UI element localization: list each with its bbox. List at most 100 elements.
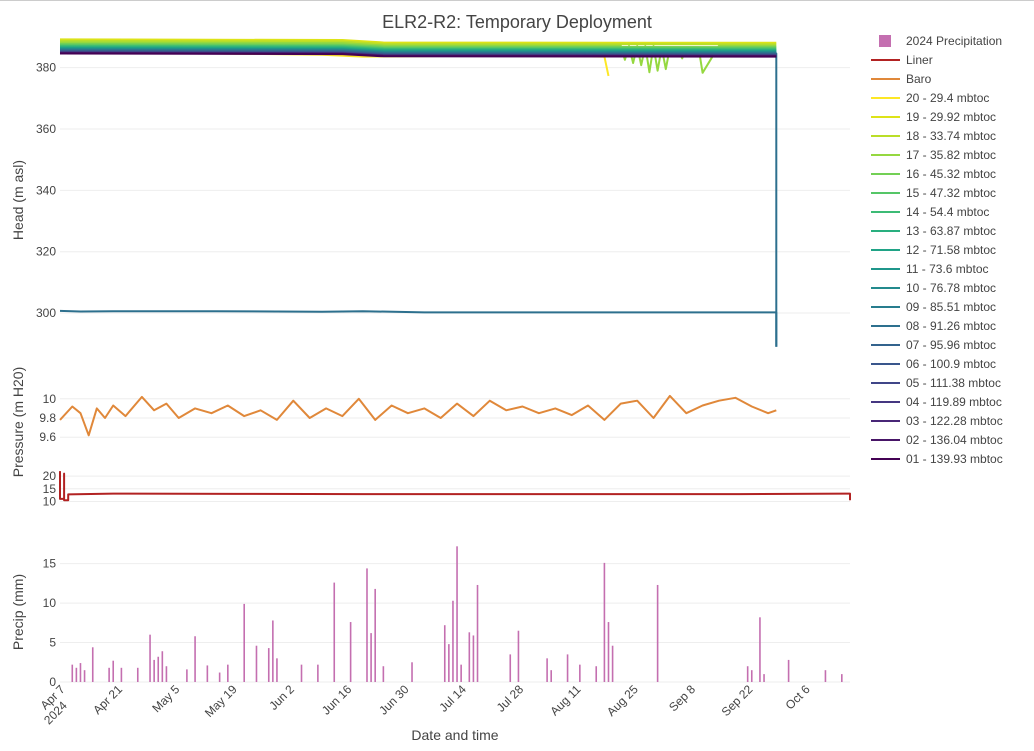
precip-bar: [153, 659, 155, 682]
legend-item-07-95-96-mbtoc[interactable]: 07 - 95.96 mbtoc: [871, 338, 996, 352]
precip-bar: [476, 584, 479, 682]
x-tick-label: Sep 8: [666, 682, 698, 714]
precip-y-tick-label: 15: [43, 557, 57, 571]
legend-item-13-63-87-mbtoc[interactable]: 13 - 63.87 mbtoc: [871, 224, 996, 238]
precip-bar: [550, 670, 552, 682]
precip-bar: [112, 660, 115, 682]
precip-bar: [136, 667, 139, 682]
legend-item-16-45-32-mbtoc[interactable]: 16 - 45.32 mbtoc: [871, 167, 996, 181]
legend-item-06-100-9-mbtoc[interactable]: 06 - 100.9 mbtoc: [871, 357, 996, 371]
svg-text:Aug 11: Aug 11: [547, 682, 583, 718]
legend-item-baro[interactable]: Baro: [871, 72, 932, 86]
precip-y-tick-label: 5: [49, 636, 56, 650]
legend[interactable]: 2024 Precipitation Liner Baro 20 - 29.4 mbt…: [871, 34, 1003, 466]
legend-item-17-35-82-mbtoc[interactable]: 17 - 35.82 mbtoc: [871, 148, 996, 162]
svg-text:May 19: May 19: [202, 682, 240, 720]
precip-bar: [161, 651, 164, 682]
precip-bar: [611, 645, 614, 682]
precip-bar: [206, 665, 209, 682]
precip-bar: [75, 667, 78, 682]
legend-item-09-85-51-mbtoc[interactable]: 09 - 85.51 mbtoc: [871, 300, 996, 314]
svg-text:Jul 28: Jul 28: [494, 682, 527, 715]
svg-text:18 - 33.74 mbtoc: 18 - 33.74 mbtoc: [906, 129, 996, 143]
legend-item-03-122-28-mbtoc[interactable]: 03 - 122.28 mbtoc: [871, 414, 1003, 428]
precip-bar: [300, 664, 303, 682]
svg-text:16 - 45.32 mbtoc: 16 - 45.32 mbtoc: [906, 167, 996, 181]
x-axis-title: Date and time: [411, 727, 498, 743]
precip-bar: [509, 654, 512, 682]
legend-item-02-136-04-mbtoc[interactable]: 02 - 136.04 mbtoc: [871, 433, 1003, 447]
precip-bar: [452, 600, 454, 682]
legend-item-2024-precipitation[interactable]: 2024 Precipitation: [879, 34, 1002, 48]
svg-text:Sep 8: Sep 8: [666, 682, 698, 714]
svg-text:05 - 111.38 mbtoc: 05 - 111.38 mbtoc: [906, 376, 1001, 390]
series-line-01-139-93-mbtoc: [59, 52, 777, 58]
legend-item-11-73-6-mbtoc[interactable]: 11 - 73.6 mbtoc: [871, 262, 989, 276]
legend-item-01-139-93-mbtoc[interactable]: 01 - 139.93 mbtoc: [871, 452, 1003, 466]
svg-text:03 - 122.28 mbtoc: 03 - 122.28 mbtoc: [906, 414, 1003, 428]
plot-area: [59, 38, 851, 682]
precip-bar: [763, 674, 765, 682]
head-y-tick-label: 320: [36, 245, 56, 259]
precip-bar: [267, 648, 270, 682]
precip-bar: [71, 664, 74, 682]
x-tick-label: Aug 11: [547, 682, 583, 718]
legend-item-08-91-26-mbtoc[interactable]: 08 - 91.26 mbtoc: [871, 319, 996, 333]
series-line-19-29-92-mbtoc: [59, 38, 777, 44]
precip-bar: [149, 634, 151, 682]
liner-y-tick-label: 15: [43, 482, 57, 496]
x-tick-label: Jun 30: [376, 682, 412, 718]
precip-y-tick-label: 10: [43, 596, 57, 610]
legend-item-liner[interactable]: Liner: [871, 53, 933, 67]
precip-bar: [824, 670, 827, 682]
precip-bar: [366, 568, 368, 682]
precip-bar: [382, 666, 385, 682]
x-tick-label: May 5: [149, 682, 182, 715]
precip-bar: [750, 670, 753, 682]
legend-item-14-54-4-mbtoc[interactable]: 14 - 54.4 mbtoc: [871, 205, 989, 219]
legend-item-04-119-89-mbtoc[interactable]: 04 - 119.89 mbtoc: [871, 395, 1002, 409]
y-axis-title-precip: Precip (mm): [10, 574, 26, 650]
series-line-liner: [59, 471, 851, 502]
precip-bar: [472, 635, 475, 682]
svg-text:10 - 76.78 mbtoc: 10 - 76.78 mbtoc: [906, 281, 996, 295]
legend-item-19-29-92-mbtoc[interactable]: 19 - 29.92 mbtoc: [871, 110, 996, 124]
precip-bar: [566, 654, 569, 682]
precip-bar: [468, 632, 471, 682]
legend-item-20-29-4-mbtoc[interactable]: 20 - 29.4 mbtoc: [871, 91, 989, 105]
svg-text:Oct 6: Oct 6: [783, 682, 813, 712]
svg-text:02 - 136.04 mbtoc: 02 - 136.04 mbtoc: [906, 433, 1003, 447]
legend-item-15-47-32-mbtoc[interactable]: 15 - 47.32 mbtoc: [871, 186, 996, 200]
precip-bar: [186, 669, 188, 682]
y-axis-title-head: Head (m asl): [10, 160, 26, 240]
precip-bar: [443, 625, 446, 682]
svg-text:07 - 95.96 mbtoc: 07 - 95.96 mbtoc: [906, 338, 996, 352]
svg-text:13 - 63.87 mbtoc: 13 - 63.87 mbtoc: [906, 224, 996, 238]
svg-text:11 - 73.6 mbtoc: 11 - 73.6 mbtoc: [906, 262, 989, 276]
precip-bar: [579, 664, 581, 682]
x-tick-label: Oct 6: [783, 682, 813, 712]
svg-text:09 - 85.51 mbtoc: 09 - 85.51 mbtoc: [906, 300, 996, 314]
legend-item-12-71-58-mbtoc[interactable]: 12 - 71.58 mbtoc: [871, 243, 996, 257]
legend-item-05-111-38-mbtoc[interactable]: 05 - 111.38 mbtoc: [871, 376, 1001, 390]
precip-bar: [595, 666, 598, 682]
svg-text:May 5: May 5: [149, 682, 182, 715]
precip-bar: [91, 647, 94, 682]
pressure-y-tick-label: 10: [43, 392, 57, 406]
legend-item-18-33-74-mbtoc[interactable]: 18 - 33.74 mbtoc: [871, 129, 996, 143]
x-tick-label: Sep 22: [719, 682, 756, 719]
precip-bar: [243, 603, 245, 682]
svg-text:12 - 71.58 mbtoc: 12 - 71.58 mbtoc: [906, 243, 996, 257]
head-y-tick-label: 360: [36, 122, 56, 136]
precip-bar: [276, 658, 278, 682]
head-panel: [59, 38, 778, 347]
precip-bar: [333, 582, 336, 682]
head-y-tick-label: 340: [36, 183, 56, 197]
precip-bar: [120, 667, 123, 682]
precip-bar: [317, 664, 319, 682]
legend-item-10-76-78-mbtoc[interactable]: 10 - 76.78 mbtoc: [871, 281, 996, 295]
svg-text:14 - 54.4 mbtoc: 14 - 54.4 mbtoc: [906, 205, 989, 219]
gridlines: [60, 67, 850, 683]
